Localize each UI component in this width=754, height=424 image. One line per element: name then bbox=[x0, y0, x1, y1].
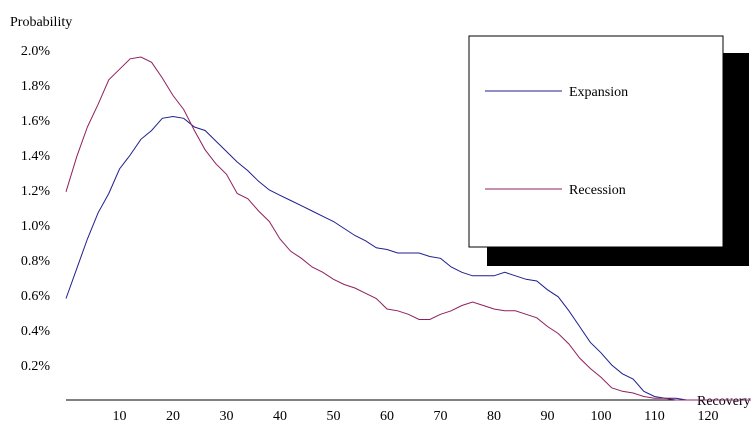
y-tick-label: 1.0% bbox=[21, 219, 51, 234]
x-tick-label: 50 bbox=[327, 409, 341, 424]
x-tick-label: 70 bbox=[434, 409, 448, 424]
x-tick-label: 120 bbox=[698, 409, 719, 424]
legend: Expansion Recession bbox=[468, 35, 749, 266]
x-tick-label: 80 bbox=[487, 409, 501, 424]
x-tick-label: 30 bbox=[220, 409, 234, 424]
x-tick-label: 90 bbox=[541, 409, 555, 424]
y-tick-label: 2.0% bbox=[21, 44, 51, 59]
y-tick-label: 1.8% bbox=[21, 79, 51, 94]
y-tick-label: 1.2% bbox=[21, 184, 51, 199]
y-tick-label: 0.6% bbox=[21, 289, 51, 304]
y-axis-label: Probability bbox=[10, 15, 72, 30]
x-axis-label: Recovery Rate bbox=[697, 394, 754, 409]
series-line-expansion bbox=[65, 115, 751, 401]
x-tick-label: 110 bbox=[644, 409, 664, 424]
series-layer bbox=[65, 56, 751, 401]
legend-label-expansion: Expansion bbox=[569, 85, 628, 100]
y-tick-label: 1.4% bbox=[21, 149, 51, 164]
y-tick-label: 1.6% bbox=[21, 114, 51, 129]
y-tick-label: 0.4% bbox=[21, 324, 51, 339]
x-tick-label: 20 bbox=[166, 409, 180, 424]
x-tick-label: 40 bbox=[273, 409, 287, 424]
x-tick-label: 100 bbox=[591, 409, 612, 424]
y-axis-ticks: 0.2% 0.4% 0.6% 0.8% 1.0% 1.2% 1.4% 1.6% 1.8% 2.0% bbox=[21, 44, 51, 374]
series-line-recession bbox=[65, 56, 751, 401]
x-tick-label: 10 bbox=[113, 409, 127, 424]
x-axis-ticks: 10 20 30 40 50 60 70 80 90 100 110 120 bbox=[113, 409, 719, 424]
x-tick-label: 60 bbox=[380, 409, 394, 424]
legend-box bbox=[468, 35, 724, 248]
legend-label-recession: Recession bbox=[569, 183, 626, 198]
y-tick-label: 0.8% bbox=[21, 254, 51, 269]
y-tick-label: 0.2% bbox=[21, 359, 51, 374]
